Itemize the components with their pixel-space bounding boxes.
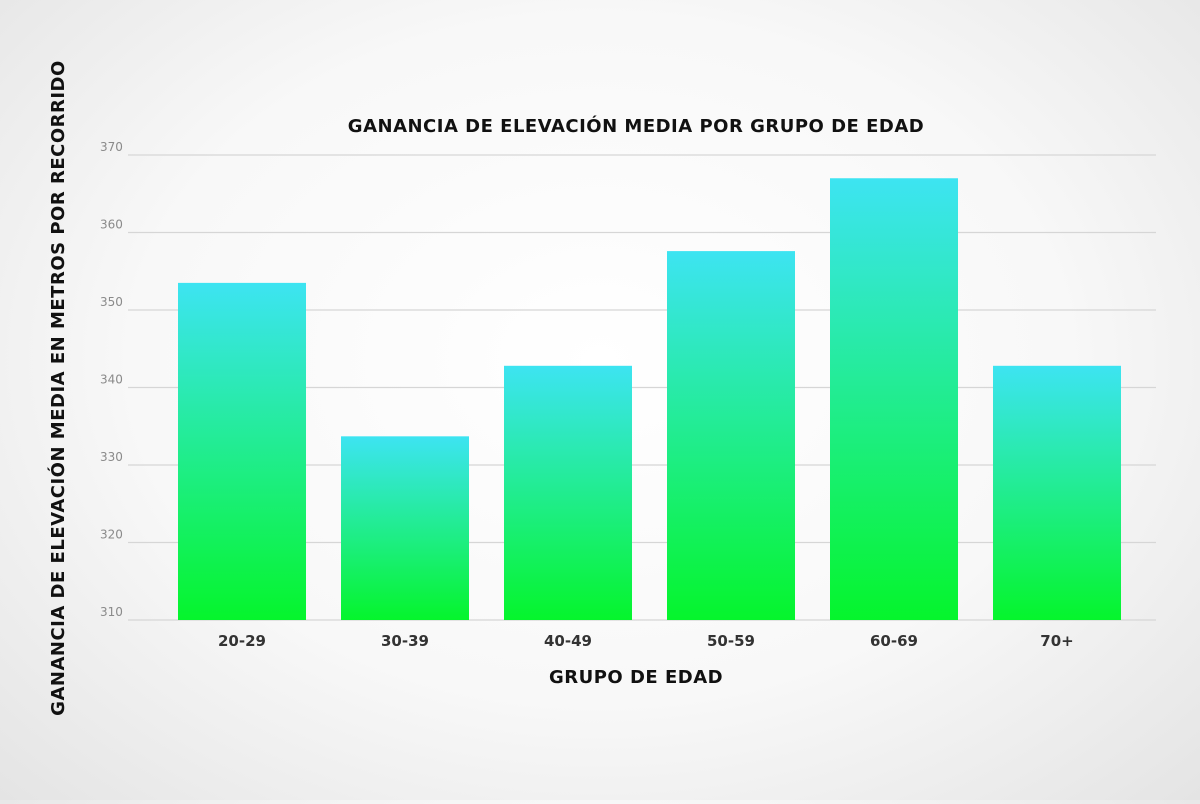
- bar-50-59: [667, 251, 795, 620]
- x-tick-label: 70+: [1040, 632, 1073, 650]
- y-tick-label: 350: [100, 295, 123, 309]
- x-axis-label: GRUPO DE EDAD: [549, 667, 723, 688]
- bar-70plus: [993, 365, 1121, 620]
- y-tick-label: 310: [100, 605, 123, 619]
- y-tick-label: 340: [100, 373, 123, 387]
- bar-20-29: [178, 282, 306, 620]
- chart-title: GANANCIA DE ELEVACIÓN MEDIA POR GRUPO DE…: [348, 115, 924, 137]
- y-tick-label: 360: [100, 218, 123, 232]
- x-tick-label: 60-69: [870, 632, 918, 650]
- y-axis-label: GANANCIA DE ELEVACIÓN MEDIA EN METROS PO…: [47, 60, 69, 716]
- y-tick-label: 370: [100, 140, 123, 154]
- x-tick-label: 50-59: [707, 632, 755, 650]
- x-tick-label: 30-39: [381, 632, 429, 650]
- bars: [178, 178, 1121, 620]
- y-tick-label: 330: [100, 450, 123, 464]
- y-tick-label: 320: [100, 528, 123, 542]
- bar-60-69: [830, 178, 958, 620]
- bar-30-39: [341, 436, 469, 620]
- bar-40-49: [504, 365, 632, 620]
- x-tick-label: 20-29: [218, 632, 266, 650]
- x-axis-ticks: 20-29 30-39 40-49 50-59 60-69 70+: [218, 632, 1074, 650]
- y-axis-ticks: 310 320 330 340 350 360 370: [100, 140, 123, 619]
- x-tick-label: 40-49: [544, 632, 592, 650]
